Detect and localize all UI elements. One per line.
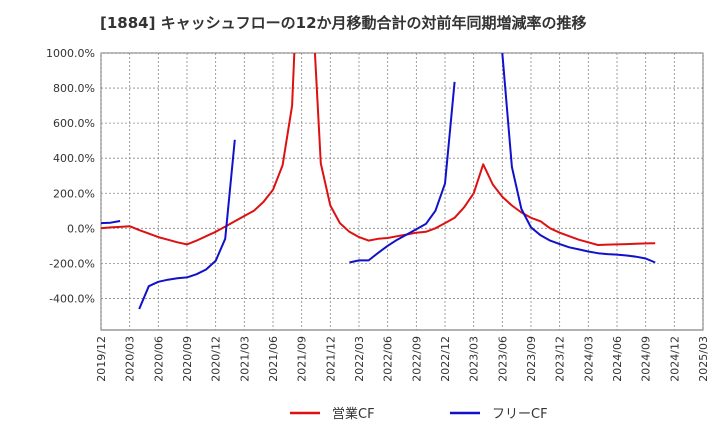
x-tick-label: 2022/12 [439,336,452,382]
legend-label-1: 営業CF [332,406,375,422]
y-tick-label: 800.0% [53,82,95,95]
x-tick-label: 2022/06 [382,336,395,382]
x-tick-label: 2024/03 [582,336,595,382]
x-tick-label: 2024/06 [611,336,624,382]
x-tick-label: 2019/12 [95,336,108,382]
series-line-2 [501,53,656,264]
x-tick-label: 2020/09 [181,336,194,382]
plot-area [100,52,704,331]
x-tick-label: 2023/06 [496,336,509,382]
series-line-2 [138,139,236,310]
x-tick-label: 2021/03 [238,336,251,382]
series-line-2 [349,81,456,264]
x-tick-label: 2020/03 [124,336,137,382]
x-tick-label: 2025/03 [697,336,710,382]
y-tick-label: 400.0% [53,152,95,165]
y-tick-label: -200.0% [49,257,95,270]
series-group [101,53,656,310]
legend-label-2: フリーCF [492,407,548,422]
series-line-1 [101,53,656,246]
x-tick-label: 2020/06 [152,336,165,382]
y-tick-label: 200.0% [53,187,95,200]
chart-title: [1884] キャッシュフローの12か月移動合計の対前年同期増減率の推移 [100,14,587,32]
x-tick-label: 2023/12 [554,336,567,382]
series-line-2 [101,220,121,225]
x-tick-label: 2021/06 [267,336,280,382]
y-tick-label: 1000.0% [46,47,95,60]
x-tick-label: 2021/09 [296,336,309,382]
x-tick-label: 2024/09 [640,336,653,382]
x-tick-label: 2021/12 [324,336,337,382]
x-tick-label: 2020/12 [210,336,223,382]
y-tick-label: -400.0% [49,292,95,305]
x-tick-label: 2022/03 [353,336,366,382]
x-tick-label: 2023/09 [525,336,538,382]
y-tick-label: 0.0% [67,222,95,235]
y-tick-label: 600.0% [53,117,95,130]
x-tick-label: 2022/09 [410,336,423,382]
x-tick-label: 2024/12 [668,336,681,382]
x-tick-label: 2023/03 [468,336,481,382]
